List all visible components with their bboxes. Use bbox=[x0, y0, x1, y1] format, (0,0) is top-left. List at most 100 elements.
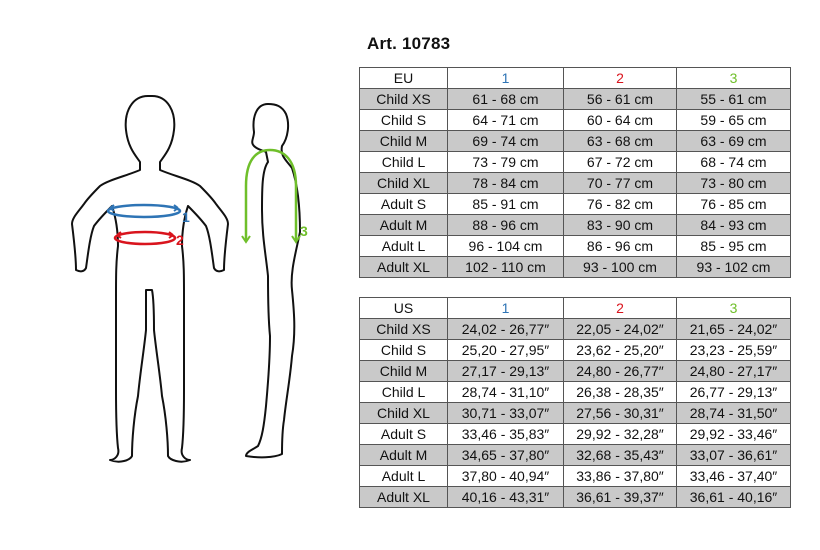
cell-value: 28,74 - 31,10″ bbox=[447, 381, 564, 403]
size-label: Adult L bbox=[359, 465, 448, 487]
table-row: Adult L 37,80 - 40,94″ 33,86 - 37,80″ 33… bbox=[359, 465, 791, 487]
cell-value: 84 - 93 cm bbox=[676, 214, 791, 236]
cell-value: 26,77 - 29,13″ bbox=[676, 381, 791, 403]
cell-value: 21,65 - 24,02″ bbox=[676, 318, 791, 340]
size-label: Child XL bbox=[359, 402, 448, 424]
table-row: Adult S 85 - 91 cm 76 - 82 cm 76 - 85 cm bbox=[359, 193, 791, 215]
table-row: Child L 28,74 - 31,10″ 26,38 - 28,35″ 26… bbox=[359, 381, 791, 403]
size-label: Child XS bbox=[359, 318, 448, 340]
table-row: Child S 25,20 - 27,95″ 23,62 - 25,20″ 23… bbox=[359, 339, 791, 361]
eu-size-table: EU 1 2 3 Child XS 61 - 68 cm 56 - 61 cm … bbox=[359, 67, 791, 278]
size-label: Adult XL bbox=[359, 256, 448, 278]
table-row: Adult S 33,46 - 35,83″ 29,92 - 32,28″ 29… bbox=[359, 423, 791, 445]
cell-value: 23,62 - 25,20″ bbox=[563, 339, 677, 361]
cell-value: 69 - 74 cm bbox=[447, 130, 564, 152]
cell-value: 55 - 61 cm bbox=[676, 88, 791, 110]
cell-value: 93 - 102 cm bbox=[676, 256, 791, 278]
cell-value: 24,80 - 26,77″ bbox=[563, 360, 677, 382]
eu-header-col-3: 3 bbox=[676, 67, 791, 89]
cell-value: 73 - 80 cm bbox=[676, 172, 791, 194]
table-row: Adult XL 40,16 - 43,31″ 36,61 - 39,37″ 3… bbox=[359, 486, 791, 508]
eu-header-col-2: 2 bbox=[563, 67, 677, 89]
cell-value: 34,65 - 37,80″ bbox=[447, 444, 564, 466]
table-row: Adult M 34,65 - 37,80″ 32,68 - 35,43″ 33… bbox=[359, 444, 791, 466]
size-label: Child S bbox=[359, 339, 448, 361]
measure-3-label: 3 bbox=[300, 223, 308, 239]
table-row: Adult M 88 - 96 cm 83 - 90 cm 84 - 93 cm bbox=[359, 214, 791, 236]
cell-value: 85 - 91 cm bbox=[447, 193, 564, 215]
us-header-row: US 1 2 3 bbox=[359, 297, 791, 319]
article-title: Art. 10783 bbox=[367, 34, 451, 53]
cell-value: 40,16 - 43,31″ bbox=[447, 486, 564, 508]
cell-value: 23,23 - 25,59″ bbox=[676, 339, 791, 361]
cell-value: 29,92 - 33,46″ bbox=[676, 423, 791, 445]
size-label: Adult S bbox=[359, 193, 448, 215]
us-header-unit: US bbox=[359, 297, 448, 319]
cell-value: 76 - 85 cm bbox=[676, 193, 791, 215]
cell-value: 63 - 69 cm bbox=[676, 130, 791, 152]
table-row: Child M 27,17 - 29,13″ 24,80 - 26,77″ 24… bbox=[359, 360, 791, 382]
eu-header-col-1: 1 bbox=[447, 67, 564, 89]
size-label: Adult S bbox=[359, 423, 448, 445]
cell-value: 85 - 95 cm bbox=[676, 235, 791, 257]
cell-value: 36,61 - 40,16″ bbox=[676, 486, 791, 508]
cell-value: 26,38 - 28,35″ bbox=[563, 381, 677, 403]
cell-value: 33,46 - 35,83″ bbox=[447, 423, 564, 445]
size-label: Child L bbox=[359, 151, 448, 173]
cell-value: 61 - 68 cm bbox=[447, 88, 564, 110]
front-body-figure bbox=[71, 95, 229, 463]
cell-value: 37,80 - 40,94″ bbox=[447, 465, 564, 487]
measure-2-hip-marker: 2 bbox=[113, 230, 184, 248]
cell-value: 36,61 - 39,37″ bbox=[563, 486, 677, 508]
table-row: Adult L 96 - 104 cm 86 - 96 cm 85 - 95 c… bbox=[359, 235, 791, 257]
cell-value: 83 - 90 cm bbox=[563, 214, 677, 236]
measure-1-label: 1 bbox=[182, 209, 190, 225]
cell-value: 67 - 72 cm bbox=[563, 151, 677, 173]
cell-value: 32,68 - 35,43″ bbox=[563, 444, 677, 466]
cell-value: 88 - 96 cm bbox=[447, 214, 564, 236]
cell-value: 24,80 - 27,17″ bbox=[676, 360, 791, 382]
eu-header-unit: EU bbox=[359, 67, 448, 89]
measure-3-shoulder-marker: 3 bbox=[241, 148, 308, 244]
cell-value: 76 - 82 cm bbox=[563, 193, 677, 215]
cell-value: 25,20 - 27,95″ bbox=[447, 339, 564, 361]
eu-header-row: EU 1 2 3 bbox=[359, 67, 791, 89]
cell-value: 56 - 61 cm bbox=[563, 88, 677, 110]
measure-2-label: 2 bbox=[176, 232, 184, 248]
size-label: Child XL bbox=[359, 172, 448, 194]
table-row: Child XS 61 - 68 cm 56 - 61 cm 55 - 61 c… bbox=[359, 88, 791, 110]
us-header-col-1: 1 bbox=[447, 297, 564, 319]
cell-value: 28,74 - 31,50″ bbox=[676, 402, 791, 424]
cell-value: 96 - 104 cm bbox=[447, 235, 564, 257]
us-size-table: US 1 2 3 Child XS 24,02 - 26,77″ 22,05 -… bbox=[359, 297, 791, 508]
cell-value: 24,02 - 26,77″ bbox=[447, 318, 564, 340]
cell-value: 22,05 - 24,02″ bbox=[563, 318, 677, 340]
size-label: Child M bbox=[359, 360, 448, 382]
cell-value: 86 - 96 cm bbox=[563, 235, 677, 257]
cell-value: 33,86 - 37,80″ bbox=[563, 465, 677, 487]
size-label: Child S bbox=[359, 109, 448, 131]
table-row: Adult XL 102 - 110 cm 93 - 100 cm 93 - 1… bbox=[359, 256, 791, 278]
cell-value: 78 - 84 cm bbox=[447, 172, 564, 194]
side-body-figure bbox=[245, 103, 301, 459]
us-header-col-2: 2 bbox=[563, 297, 677, 319]
size-label: Adult M bbox=[359, 214, 448, 236]
size-label: Child XS bbox=[359, 88, 448, 110]
table-row: Child L 73 - 79 cm 67 - 72 cm 68 - 74 cm bbox=[359, 151, 791, 173]
table-row: Child XS 24,02 - 26,77″ 22,05 - 24,02″ 2… bbox=[359, 318, 791, 340]
table-row: Child M 69 - 74 cm 63 - 68 cm 63 - 69 cm bbox=[359, 130, 791, 152]
table-row: Child XL 78 - 84 cm 70 - 77 cm 73 - 80 c… bbox=[359, 172, 791, 194]
cell-value: 68 - 74 cm bbox=[676, 151, 791, 173]
size-label: Child L bbox=[359, 381, 448, 403]
cell-value: 29,92 - 32,28″ bbox=[563, 423, 677, 445]
measure-1-waist-marker: 1 bbox=[106, 203, 190, 225]
table-row: Child XL 30,71 - 33,07″ 27,56 - 30,31″ 2… bbox=[359, 402, 791, 424]
size-label: Child M bbox=[359, 130, 448, 152]
table-row: Child S 64 - 71 cm 60 - 64 cm 59 - 65 cm bbox=[359, 109, 791, 131]
cell-value: 73 - 79 cm bbox=[447, 151, 564, 173]
cell-value: 59 - 65 cm bbox=[676, 109, 791, 131]
size-label: Adult M bbox=[359, 444, 448, 466]
cell-value: 70 - 77 cm bbox=[563, 172, 677, 194]
body-measurement-figures: 1 2 3 bbox=[71, 95, 308, 463]
cell-value: 102 - 110 cm bbox=[447, 256, 564, 278]
